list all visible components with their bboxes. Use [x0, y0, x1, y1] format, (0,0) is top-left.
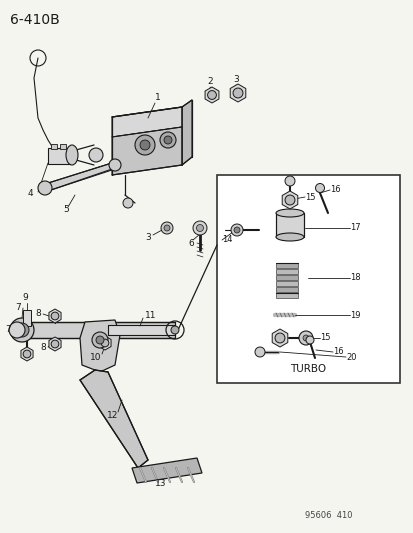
Circle shape	[159, 132, 176, 148]
Text: 5: 5	[63, 206, 69, 214]
Text: 8: 8	[40, 343, 46, 351]
Polygon shape	[204, 87, 218, 103]
Polygon shape	[112, 127, 182, 175]
Text: 12: 12	[107, 410, 118, 419]
Polygon shape	[112, 107, 182, 137]
Polygon shape	[45, 162, 115, 192]
Polygon shape	[80, 320, 120, 372]
Circle shape	[96, 336, 104, 344]
Circle shape	[171, 326, 178, 334]
Polygon shape	[275, 263, 297, 268]
Circle shape	[315, 183, 324, 192]
Text: 9: 9	[22, 294, 28, 303]
Polygon shape	[282, 191, 297, 209]
Text: 18: 18	[349, 273, 360, 282]
Polygon shape	[230, 84, 245, 102]
Text: 20: 20	[345, 352, 356, 361]
Text: 2: 2	[206, 77, 212, 86]
Circle shape	[101, 339, 109, 347]
Text: 10: 10	[90, 352, 101, 361]
Polygon shape	[275, 281, 297, 286]
Bar	[23, 310, 31, 326]
Polygon shape	[21, 347, 33, 361]
Bar	[51, 144, 57, 149]
Circle shape	[9, 322, 25, 338]
Polygon shape	[22, 322, 175, 338]
Circle shape	[38, 181, 52, 195]
Polygon shape	[99, 336, 111, 350]
Text: 14: 14	[221, 236, 232, 245]
Text: 1: 1	[154, 93, 160, 102]
Circle shape	[161, 222, 173, 234]
Text: 13: 13	[154, 479, 166, 488]
Polygon shape	[80, 370, 147, 468]
Polygon shape	[275, 269, 297, 274]
Bar	[60, 144, 66, 149]
Text: 3: 3	[145, 233, 150, 243]
Polygon shape	[275, 287, 297, 292]
Polygon shape	[275, 213, 303, 237]
Circle shape	[284, 176, 294, 186]
Circle shape	[23, 350, 31, 358]
Text: 19: 19	[349, 311, 360, 319]
Text: 95606  410: 95606 410	[304, 512, 351, 521]
Circle shape	[10, 318, 34, 342]
Circle shape	[233, 227, 240, 233]
Circle shape	[298, 331, 312, 345]
Polygon shape	[182, 100, 192, 165]
Circle shape	[51, 312, 59, 320]
Circle shape	[123, 198, 133, 208]
Text: 16: 16	[329, 185, 340, 195]
Circle shape	[89, 148, 103, 162]
Text: 11: 11	[145, 311, 156, 319]
Text: 3: 3	[233, 76, 238, 85]
Bar	[48, 148, 70, 164]
Circle shape	[305, 336, 313, 344]
Circle shape	[254, 347, 264, 357]
Text: 6-410B: 6-410B	[10, 13, 59, 27]
Circle shape	[109, 159, 121, 171]
Circle shape	[302, 335, 308, 341]
Text: 4: 4	[28, 189, 33, 198]
Ellipse shape	[275, 209, 303, 217]
Circle shape	[233, 88, 242, 98]
Polygon shape	[275, 293, 297, 298]
Bar	[216, 175, 399, 383]
Text: 8: 8	[35, 309, 40, 318]
Circle shape	[135, 135, 154, 155]
Text: 6: 6	[188, 238, 193, 247]
Circle shape	[207, 91, 216, 99]
Text: 16: 16	[332, 348, 343, 357]
Circle shape	[285, 195, 294, 205]
Circle shape	[140, 140, 150, 150]
Text: 7: 7	[5, 326, 11, 335]
Circle shape	[196, 224, 203, 231]
Circle shape	[51, 340, 59, 348]
Polygon shape	[275, 275, 297, 280]
Text: 17: 17	[349, 223, 360, 232]
Circle shape	[164, 136, 171, 144]
Text: 15: 15	[304, 192, 315, 201]
Ellipse shape	[66, 145, 78, 165]
Polygon shape	[108, 325, 175, 335]
Circle shape	[92, 332, 108, 348]
Circle shape	[274, 333, 284, 343]
Text: TURBO: TURBO	[290, 364, 326, 374]
Text: 15: 15	[319, 334, 330, 343]
Ellipse shape	[275, 233, 303, 241]
Polygon shape	[132, 458, 202, 483]
Text: 7: 7	[15, 303, 21, 311]
Circle shape	[230, 224, 242, 236]
Circle shape	[192, 221, 206, 235]
Polygon shape	[272, 329, 287, 347]
Polygon shape	[49, 337, 61, 351]
Circle shape	[164, 225, 170, 231]
Circle shape	[15, 323, 29, 337]
Polygon shape	[49, 309, 61, 323]
